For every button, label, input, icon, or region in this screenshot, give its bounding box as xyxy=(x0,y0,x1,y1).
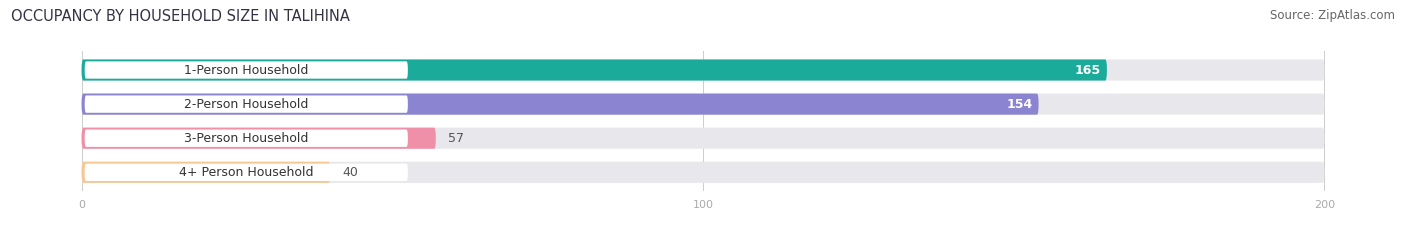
FancyBboxPatch shape xyxy=(82,59,1107,81)
Text: 154: 154 xyxy=(1007,98,1032,111)
Text: 165: 165 xyxy=(1074,64,1101,76)
FancyBboxPatch shape xyxy=(84,164,408,181)
FancyBboxPatch shape xyxy=(82,162,330,183)
FancyBboxPatch shape xyxy=(82,93,1039,115)
Text: OCCUPANCY BY HOUSEHOLD SIZE IN TALIHINA: OCCUPANCY BY HOUSEHOLD SIZE IN TALIHINA xyxy=(11,9,350,24)
FancyBboxPatch shape xyxy=(82,93,1324,115)
FancyBboxPatch shape xyxy=(84,61,408,79)
Text: 57: 57 xyxy=(449,132,464,145)
Text: Source: ZipAtlas.com: Source: ZipAtlas.com xyxy=(1270,9,1395,22)
FancyBboxPatch shape xyxy=(82,128,436,149)
Text: 1-Person Household: 1-Person Household xyxy=(184,64,308,76)
Text: 4+ Person Household: 4+ Person Household xyxy=(179,166,314,179)
FancyBboxPatch shape xyxy=(84,130,408,147)
FancyBboxPatch shape xyxy=(84,96,408,113)
FancyBboxPatch shape xyxy=(82,162,1324,183)
Text: 40: 40 xyxy=(343,166,359,179)
Text: 2-Person Household: 2-Person Household xyxy=(184,98,308,111)
FancyBboxPatch shape xyxy=(82,128,1324,149)
FancyBboxPatch shape xyxy=(82,59,1324,81)
Text: 3-Person Household: 3-Person Household xyxy=(184,132,308,145)
